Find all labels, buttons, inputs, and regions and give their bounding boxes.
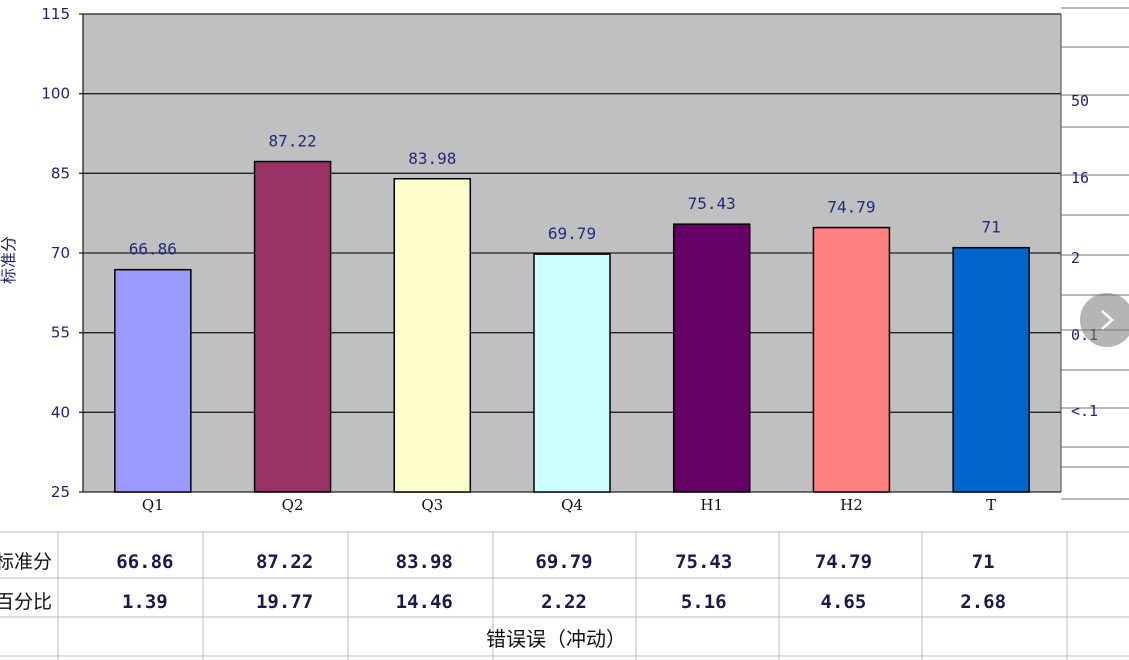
data-label: 74.79: [827, 198, 875, 217]
data-label: 66.86: [129, 240, 177, 259]
table-cell: 2.22: [541, 591, 587, 613]
chevron-right-icon: [1101, 310, 1114, 330]
category-label: Q2: [282, 496, 304, 514]
y-axis-ticks: 25 40 55 70 85 100 115: [41, 5, 70, 501]
right-axis-lines: [1061, 7, 1129, 500]
data-label: 71: [982, 218, 1001, 237]
right-tick-label: 16: [1071, 169, 1089, 187]
data-label: 75.43: [688, 194, 736, 213]
category-label: T: [986, 496, 996, 514]
data-labels: 66.86 87.22 83.98 69.79 75.43 74.79 71: [129, 132, 1001, 259]
table-cell: 19.77: [256, 591, 313, 613]
bar-h2: [812, 226, 891, 493]
table-cell: 2.68: [960, 591, 1006, 613]
category-label: H1: [700, 496, 723, 514]
table-cell: 71: [972, 551, 995, 573]
right-tick-label: 50: [1071, 92, 1089, 110]
table-cell: 5.16: [681, 591, 727, 613]
data-table: 标准分 66.86 87.22 83.98 69.79 75.43 74.79 71 百分比 1.…: [0, 531, 1129, 660]
bar-h1: [672, 223, 751, 493]
data-label: 87.22: [268, 132, 316, 151]
y-tick-label: 55: [51, 324, 70, 342]
table-footer: 错误误（冲动）: [486, 627, 626, 651]
y-tick-label: 40: [51, 403, 70, 421]
category-labels: Q1 Q2 Q3 Q4 H1 H2 T: [142, 496, 996, 514]
table-cell: 74.79: [815, 551, 872, 573]
table-cell: 66.86: [116, 551, 173, 573]
table-row-label: 标准分: [0, 551, 52, 573]
table-cell: 75.43: [675, 551, 732, 573]
right-tick-label: <.1: [1071, 402, 1098, 420]
bar-q2: [253, 160, 332, 493]
data-label: 83.98: [408, 149, 456, 168]
bars: [114, 160, 1030, 493]
y-tick-label: 25: [51, 483, 70, 501]
next-button[interactable]: [1080, 293, 1129, 347]
y-tick-label: 100: [41, 85, 70, 103]
right-tick-label: 2: [1071, 249, 1080, 267]
table-cell: 4.65: [821, 591, 867, 613]
data-label: 69.79: [548, 224, 596, 243]
y-axis-label: 标准分: [0, 236, 18, 284]
table-cell: 69.79: [535, 551, 592, 573]
bar-t: [952, 246, 1030, 493]
y-tick-label: 115: [41, 5, 70, 23]
category-label: Q3: [421, 496, 443, 514]
category-label: Q1: [142, 496, 164, 514]
right-axis-ticks: 501620.1<.1: [1071, 92, 1098, 420]
table-row-label: 百分比: [0, 591, 52, 613]
y-tick-label: 70: [51, 244, 70, 262]
table-cell: 87.22: [256, 551, 313, 573]
category-label: H2: [840, 496, 863, 514]
table-cell: 1.39: [122, 591, 168, 613]
bar-q3: [393, 178, 472, 493]
category-label: Q4: [561, 496, 583, 514]
table-cell: 83.98: [396, 551, 453, 573]
table-cell: 14.46: [396, 591, 453, 613]
y-tick-label: 85: [51, 164, 70, 182]
bar-q1: [114, 268, 192, 493]
bar-q4: [533, 253, 611, 493]
